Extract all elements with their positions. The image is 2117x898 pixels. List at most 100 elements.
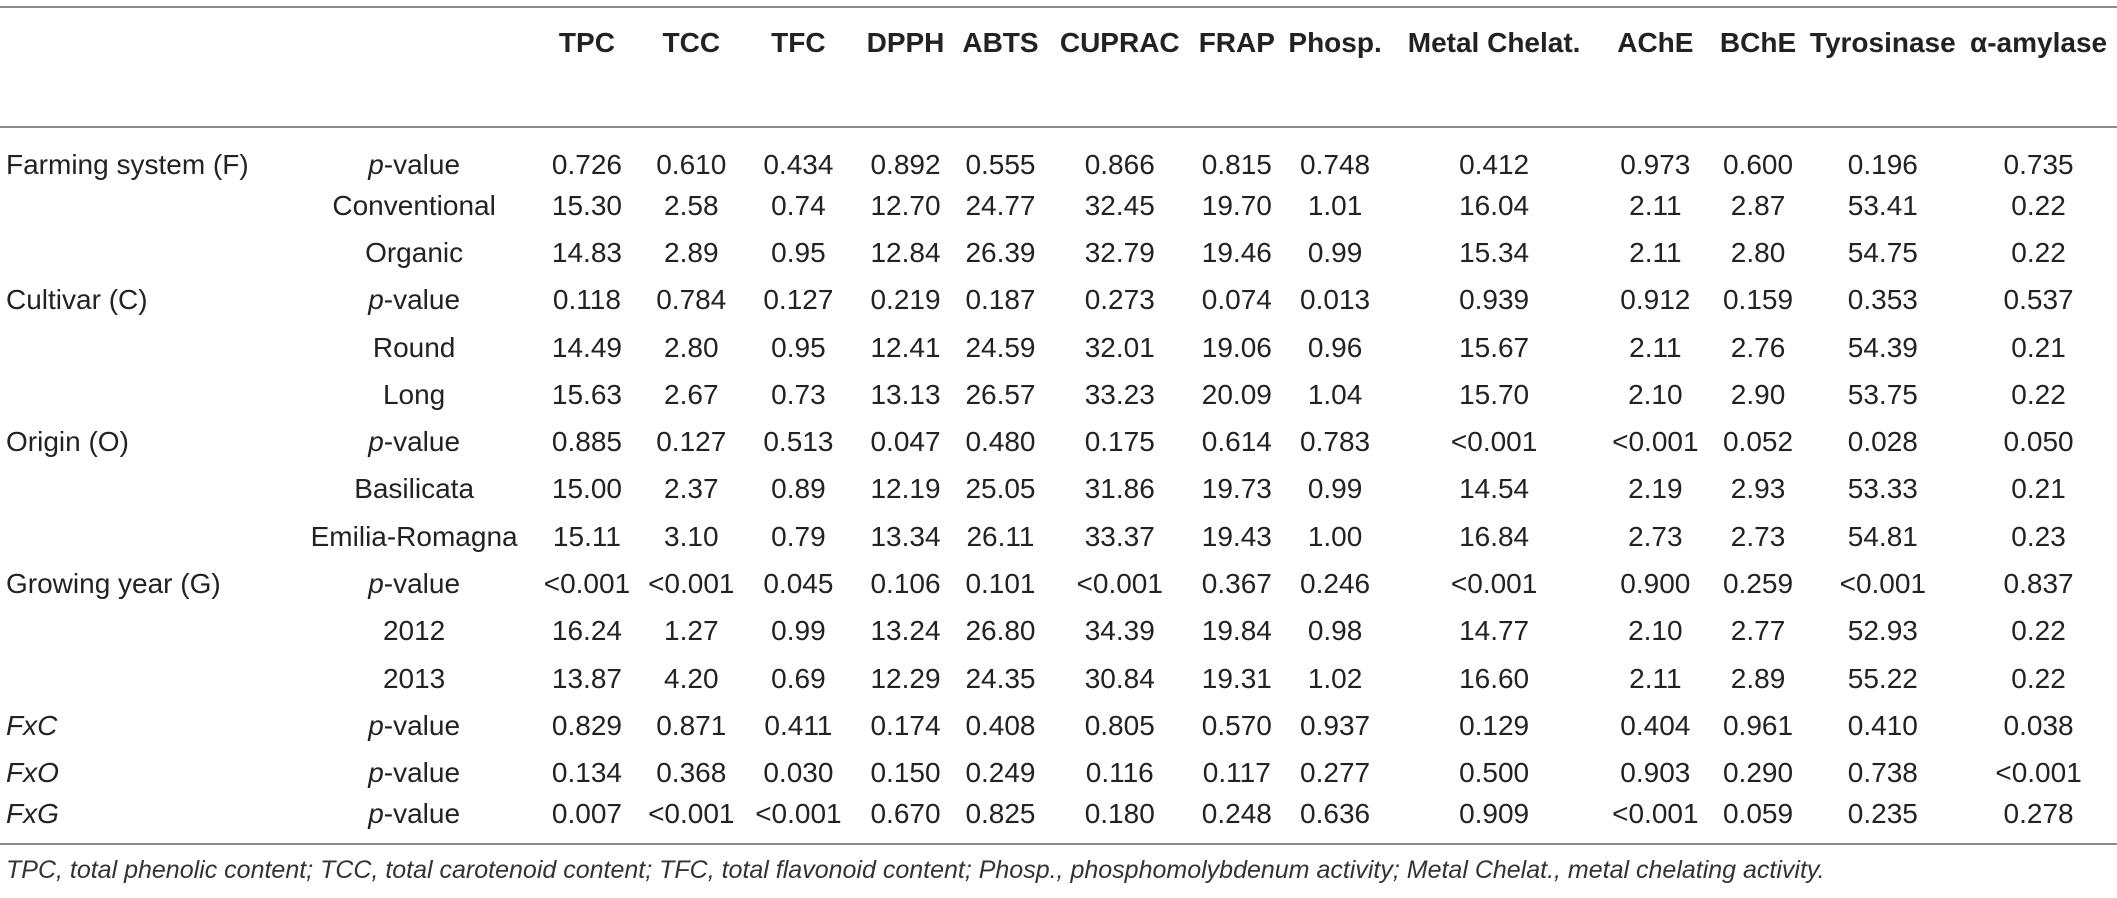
table-cell: 0.783 (1300, 426, 1371, 458)
table-cell: 13.87 (551, 662, 622, 694)
row-level-label: p-value (298, 277, 530, 324)
table-cell: 16.04 (1459, 189, 1530, 221)
table-row: Long 15.63 2.67 0.73 13.13 26.57 33.23 20.09 1.0… (0, 371, 2117, 418)
table-cell: 0.21 (2011, 473, 2066, 505)
table-cell: 0.052 (1722, 426, 1794, 458)
table-cell: 0.22 (2011, 236, 2066, 268)
table-cell: 0.127 (656, 426, 727, 458)
table-cell: 0.973 (1620, 149, 1691, 180)
table-cell: 0.259 (1722, 568, 1794, 600)
table-row: Growing year (G) p-value <0.001 <0.001 0.045… (0, 560, 2117, 607)
row-level-label: Basilicata (354, 473, 475, 505)
table-cell: 0.610 (656, 149, 727, 180)
row-level-label: Emilia-Romagna (310, 520, 518, 552)
table-cell: 0.246 (1300, 568, 1371, 600)
table-cell: 0.480 (965, 426, 1036, 458)
table-cell: 0.248 (1201, 798, 1272, 829)
p-letter: p (368, 284, 384, 316)
table-row: Organic 14.83 2.89 0.95 12.84 26.39 32.79 19.46… (0, 229, 2117, 276)
table-cell: 33.23 (1084, 378, 1155, 410)
table-cell: 0.74 (771, 189, 826, 221)
table-cell: 52.93 (1847, 615, 1918, 647)
column-header: Tyrosinase (1809, 27, 1956, 58)
p-letter: p (368, 798, 384, 829)
table-cell: 0.013 (1300, 284, 1371, 316)
table-cell: 0.500 (1459, 757, 1530, 789)
column-header: Metal Chelat. (1407, 27, 1581, 58)
results-table: TPC TCC TFC DPPH ABTS CUPRAC FRAP Phosp. Metal C… (0, 6, 2117, 845)
table-row: Farming system (F) p-value 0.726 0.610 0.434… (0, 127, 2117, 182)
row-level-label: Round (372, 331, 456, 363)
table-cell: 34.39 (1084, 615, 1155, 647)
table-cell: 0.900 (1620, 568, 1691, 600)
table-cell: 0.726 (551, 149, 622, 180)
table-cell: 0.028 (1847, 426, 1918, 458)
table-cell: 2.90 (1730, 378, 1786, 410)
table-cell: 0.96 (1307, 331, 1363, 363)
column-header: CUPRAC (1059, 27, 1180, 58)
column-header: TCC (662, 27, 721, 58)
table-cell: 31.86 (1084, 473, 1155, 505)
p-letter: p (368, 149, 384, 180)
table-cell: 0.180 (1084, 798, 1155, 829)
column-header: ABTS (962, 27, 1039, 58)
table-cell: 0.614 (1201, 426, 1272, 458)
table-cell: 13.34 (870, 520, 941, 552)
table-cell: 0.129 (1459, 709, 1530, 741)
table-cell: 14.54 (1459, 473, 1530, 505)
table-cell: 0.273 (1084, 284, 1155, 316)
table-cell: 0.829 (551, 709, 622, 741)
table-cell: 0.175 (1084, 426, 1155, 458)
table-cell: 0.937 (1300, 709, 1371, 741)
table-cell: 13.24 (870, 615, 941, 647)
table-cell: 0.825 (965, 798, 1036, 829)
table-cell: 0.150 (870, 757, 941, 789)
row-group-label (0, 229, 298, 276)
table-row: 2012 16.24 1.27 0.99 13.24 26.80 34.39 19.84 0.9… (0, 608, 2117, 655)
table-cell: 0.73 (771, 378, 826, 410)
table-cell: <0.001 (1076, 568, 1163, 600)
table-cell: 0.21 (2011, 331, 2066, 363)
table-cell: 2.89 (1730, 662, 1786, 694)
column-header: FRAP (1198, 27, 1275, 58)
p-suffix: -value (383, 149, 461, 180)
table-cell: 12.84 (870, 236, 941, 268)
table-cell: 16.84 (1459, 520, 1530, 552)
table-cell: 0.404 (1620, 709, 1691, 741)
table-cell: 14.49 (551, 331, 622, 363)
table-cell: 2.11 (1629, 236, 1682, 268)
table-cell: 15.11 (552, 520, 621, 552)
table-cell: 0.408 (965, 709, 1036, 741)
table-row: Emilia-Romagna 15.11 3.10 0.79 13.34 26.11 33.… (0, 513, 2117, 560)
column-header: Phosp. (1288, 27, 1382, 58)
table-cell: 0.411 (764, 709, 833, 741)
table-cell: 55.22 (1847, 662, 1918, 694)
table-cell: 0.196 (1847, 149, 1918, 180)
table-cell: 0.074 (1201, 284, 1272, 316)
table-cell: 0.570 (1201, 709, 1272, 741)
table-cell: 2.76 (1730, 331, 1786, 363)
table-cell: <0.001 (1450, 426, 1538, 458)
table-cell: 0.871 (656, 709, 727, 741)
row-level-label: p-value (298, 797, 530, 844)
p-letter: p (368, 709, 384, 741)
table-cell: 2.58 (664, 189, 719, 221)
table-cell: 2.11 (1629, 331, 1682, 363)
column-header: α-amylase (1970, 27, 2108, 58)
row-group-label (0, 182, 298, 229)
table-cell: 0.903 (1620, 757, 1691, 789)
table-cell: 0.513 (763, 426, 834, 458)
table-cell: 0.99 (771, 615, 826, 647)
table-cell: 2.11 (1629, 189, 1682, 221)
table-cell: 0.116 (1085, 757, 1154, 789)
table-body: Farming system (F) p-value 0.726 0.610 0.434… (0, 127, 2117, 845)
table-cell: 26.80 (965, 615, 1036, 647)
table-cell: 1.00 (1307, 520, 1363, 552)
table-row: Round 14.49 2.80 0.95 12.41 24.59 32.01 19.06 0.… (0, 324, 2117, 371)
table-cell: 19.06 (1201, 331, 1272, 363)
table-cell: 0.249 (965, 757, 1036, 789)
row-group-label (0, 324, 298, 371)
row-group-label: FxO (6, 757, 59, 789)
table-row: Basilicata 15.00 2.37 0.89 12.19 25.05 31.86 19… (0, 466, 2117, 513)
row-group-label: Growing year (G) (6, 568, 221, 600)
